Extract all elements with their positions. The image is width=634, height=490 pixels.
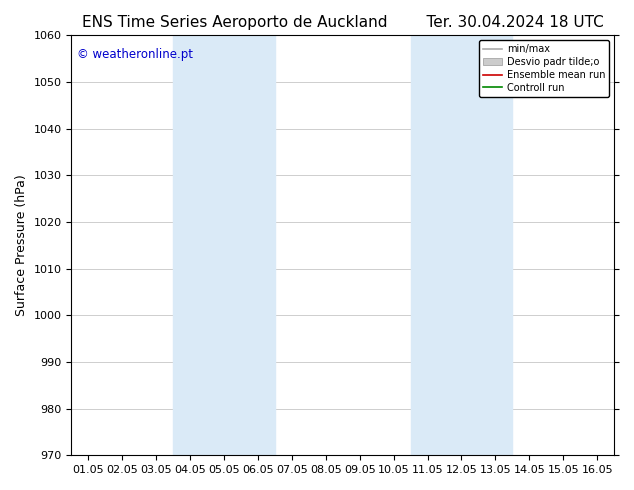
Legend: min/max, Desvio padr tilde;o, Ensemble mean run, Controll run: min/max, Desvio padr tilde;o, Ensemble m… (479, 40, 609, 97)
Bar (173, 35, 275, 455)
Bar (411, 35, 512, 455)
Y-axis label: Surface Pressure (hPa): Surface Pressure (hPa) (15, 174, 28, 316)
Title: ENS Time Series Aeroporto de Auckland        Ter. 30.04.2024 18 UTC: ENS Time Series Aeroporto de Auckland Te… (82, 15, 604, 30)
Text: © weatheronline.pt: © weatheronline.pt (77, 48, 193, 61)
